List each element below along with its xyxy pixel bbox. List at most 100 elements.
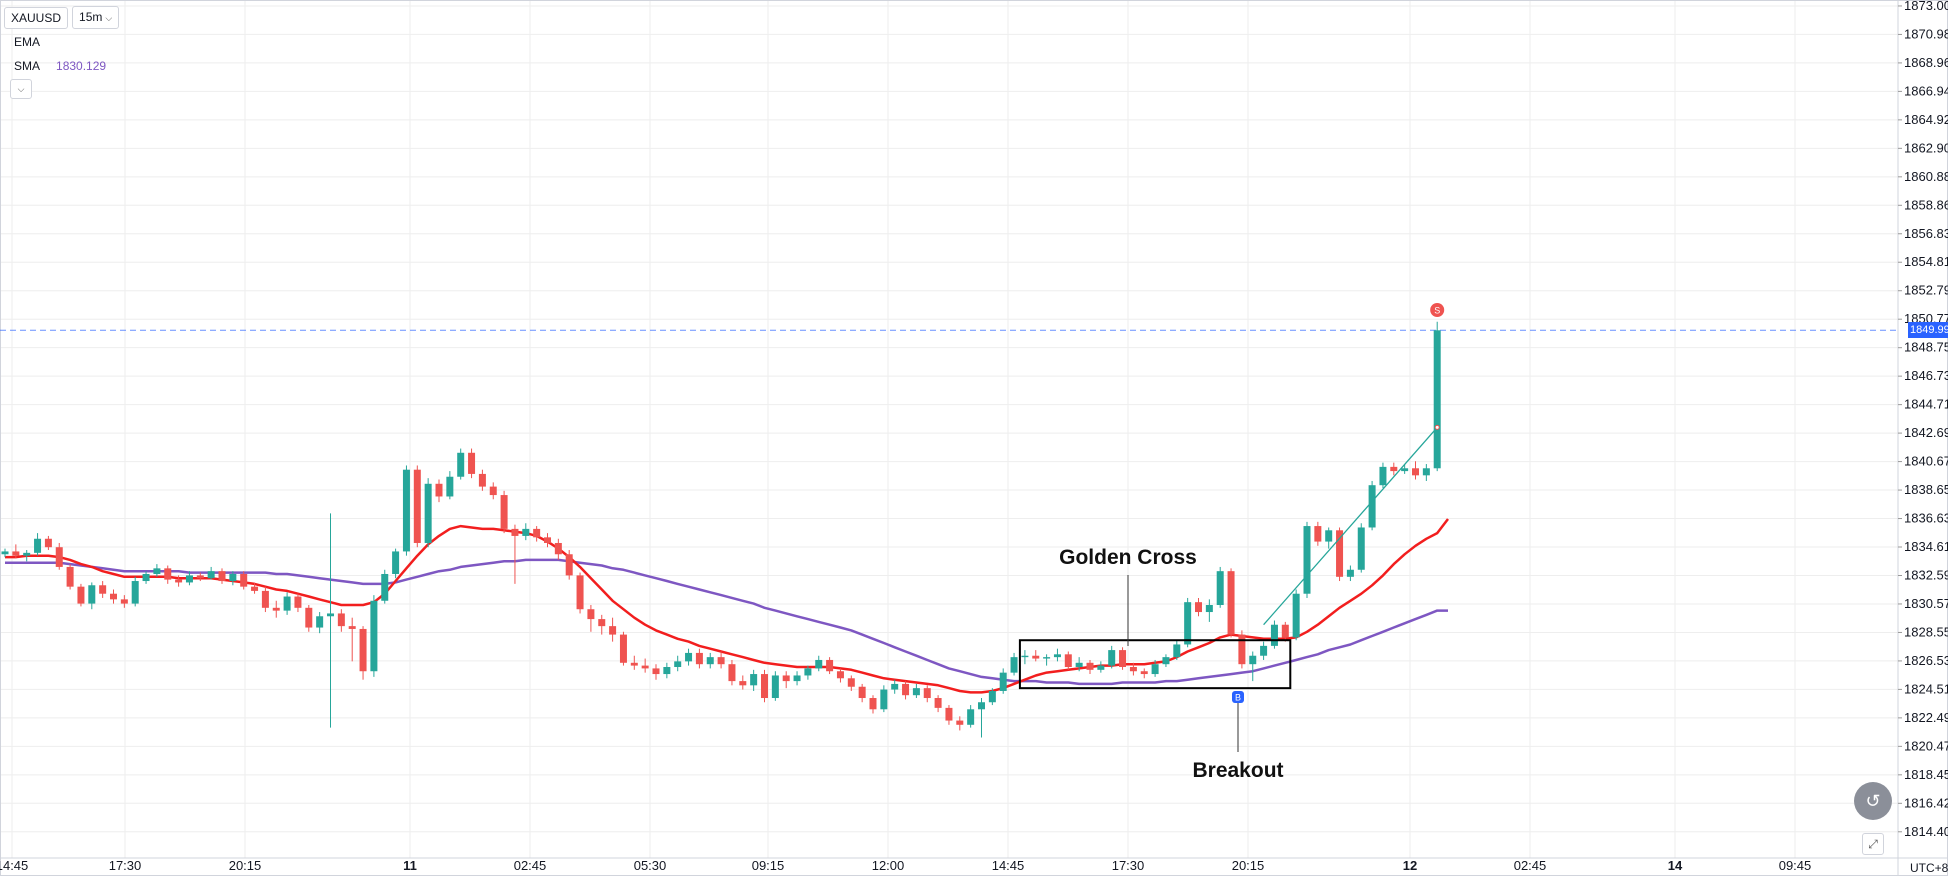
candle-body bbox=[23, 552, 31, 556]
time-tick-label: 14:45 bbox=[0, 858, 28, 873]
candle bbox=[131, 576, 139, 607]
candle-body bbox=[1412, 468, 1419, 476]
expand-button[interactable]: ⤢ bbox=[1862, 833, 1884, 855]
candle-body bbox=[1140, 671, 1148, 675]
candle bbox=[641, 658, 649, 673]
candle bbox=[902, 681, 910, 700]
candle-body bbox=[392, 551, 400, 574]
candle-body bbox=[251, 586, 259, 591]
time-axis[interactable]: 14:45 17:30 20:15 11 02:45 05:30 09:15 12:00 14:… bbox=[0, 858, 1811, 873]
candle-body bbox=[1227, 571, 1235, 635]
candle-body bbox=[1303, 526, 1311, 594]
candle-body bbox=[576, 575, 584, 610]
candle-body bbox=[110, 593, 117, 600]
candle-body bbox=[1325, 530, 1333, 542]
price-tick-label: 1824.511 bbox=[1904, 681, 1948, 696]
candle bbox=[44, 535, 52, 551]
candle bbox=[1346, 565, 1354, 582]
collapse-legend-button[interactable]: ⌵ bbox=[10, 79, 32, 99]
candle-body bbox=[1097, 665, 1105, 670]
candle-body bbox=[847, 678, 855, 687]
candle-body bbox=[1260, 645, 1268, 656]
candle bbox=[23, 550, 31, 562]
candle-body bbox=[956, 720, 964, 725]
candle-body bbox=[663, 667, 671, 675]
candle-body bbox=[120, 599, 128, 604]
candle-body bbox=[185, 575, 193, 583]
candle bbox=[1303, 521, 1311, 598]
candle bbox=[196, 572, 204, 582]
indicator-ema[interactable]: EMA bbox=[4, 29, 119, 55]
candle bbox=[1314, 521, 1322, 546]
candle-body bbox=[880, 689, 888, 710]
candle-body bbox=[1032, 655, 1040, 659]
candle bbox=[804, 665, 812, 680]
symbol-row: XAUUSD 15m ⌵ bbox=[4, 6, 120, 29]
price-tick-label: 1873.003 bbox=[1904, 0, 1948, 13]
candle-body bbox=[66, 566, 74, 587]
candle bbox=[1292, 589, 1300, 641]
timeframe-button[interactable]: 15m ⌵ bbox=[72, 6, 120, 29]
candle-body bbox=[609, 626, 617, 635]
candle-body bbox=[283, 596, 291, 611]
candle bbox=[728, 659, 736, 686]
trendline-end bbox=[1434, 424, 1440, 430]
candle bbox=[1216, 566, 1224, 608]
candle-body bbox=[413, 469, 421, 543]
candle-body bbox=[619, 634, 627, 663]
candle-body bbox=[261, 590, 269, 608]
price-tick-label: 1844.716 bbox=[1904, 397, 1948, 412]
candle bbox=[392, 548, 400, 579]
candle-body bbox=[836, 671, 844, 679]
candle-body bbox=[1010, 657, 1018, 673]
candle bbox=[1021, 650, 1029, 665]
candle-body bbox=[468, 452, 476, 474]
candle-body bbox=[641, 665, 649, 669]
candle bbox=[478, 469, 486, 491]
candle-body bbox=[327, 613, 334, 617]
candle bbox=[370, 595, 378, 677]
candle bbox=[858, 683, 866, 703]
timezone-label[interactable]: UTC+8 bbox=[1910, 861, 1948, 875]
candle-body bbox=[533, 528, 541, 538]
price-tick-label: 1822.491 bbox=[1904, 710, 1948, 725]
candle bbox=[576, 572, 584, 614]
price-tick-label: 1858.860 bbox=[1904, 197, 1948, 212]
price-tick-label: 1864.921 bbox=[1904, 112, 1948, 127]
candle-body bbox=[196, 575, 204, 579]
sell-marker-bg bbox=[1430, 303, 1445, 317]
candle bbox=[1184, 597, 1192, 648]
candle-body bbox=[1336, 530, 1344, 577]
price-tick-label: 1828.552 bbox=[1904, 624, 1948, 639]
candle bbox=[598, 614, 606, 635]
symbol-button[interactable]: XAUUSD bbox=[4, 6, 69, 29]
candle bbox=[1379, 462, 1387, 489]
candle-body bbox=[815, 659, 823, 669]
price-tick-label: 1826.532 bbox=[1904, 653, 1948, 668]
candle bbox=[1260, 641, 1268, 660]
candle bbox=[272, 600, 280, 618]
candle-body bbox=[44, 538, 52, 548]
indicator-sma[interactable]: SMA 1830.129 bbox=[4, 55, 119, 77]
candle bbox=[1422, 464, 1430, 481]
legend: XAUUSD 15m ⌵ EMA SMA 1830.129 ⌵ bbox=[4, 6, 120, 99]
price-tick-label: 1834.614 bbox=[1904, 539, 1948, 554]
candle bbox=[912, 683, 920, 699]
price-tick-label: 1830.573 bbox=[1904, 596, 1948, 611]
candle-body bbox=[1086, 662, 1094, 670]
candle-body bbox=[1368, 485, 1376, 528]
candle-body bbox=[598, 619, 606, 627]
candle bbox=[761, 669, 768, 703]
candle bbox=[836, 668, 844, 683]
candle bbox=[1173, 640, 1181, 660]
price-axis[interactable]: 1873.003 1870.983 1868.962 1866.942 1864.921… bbox=[1898, 0, 1948, 839]
candle-body bbox=[1314, 526, 1322, 542]
candle bbox=[88, 582, 96, 610]
candle bbox=[153, 564, 161, 577]
candle-body bbox=[923, 688, 931, 699]
reset-chart-button[interactable]: ↺ bbox=[1854, 782, 1892, 820]
candle-body bbox=[500, 495, 508, 529]
candle-body bbox=[1401, 468, 1409, 472]
